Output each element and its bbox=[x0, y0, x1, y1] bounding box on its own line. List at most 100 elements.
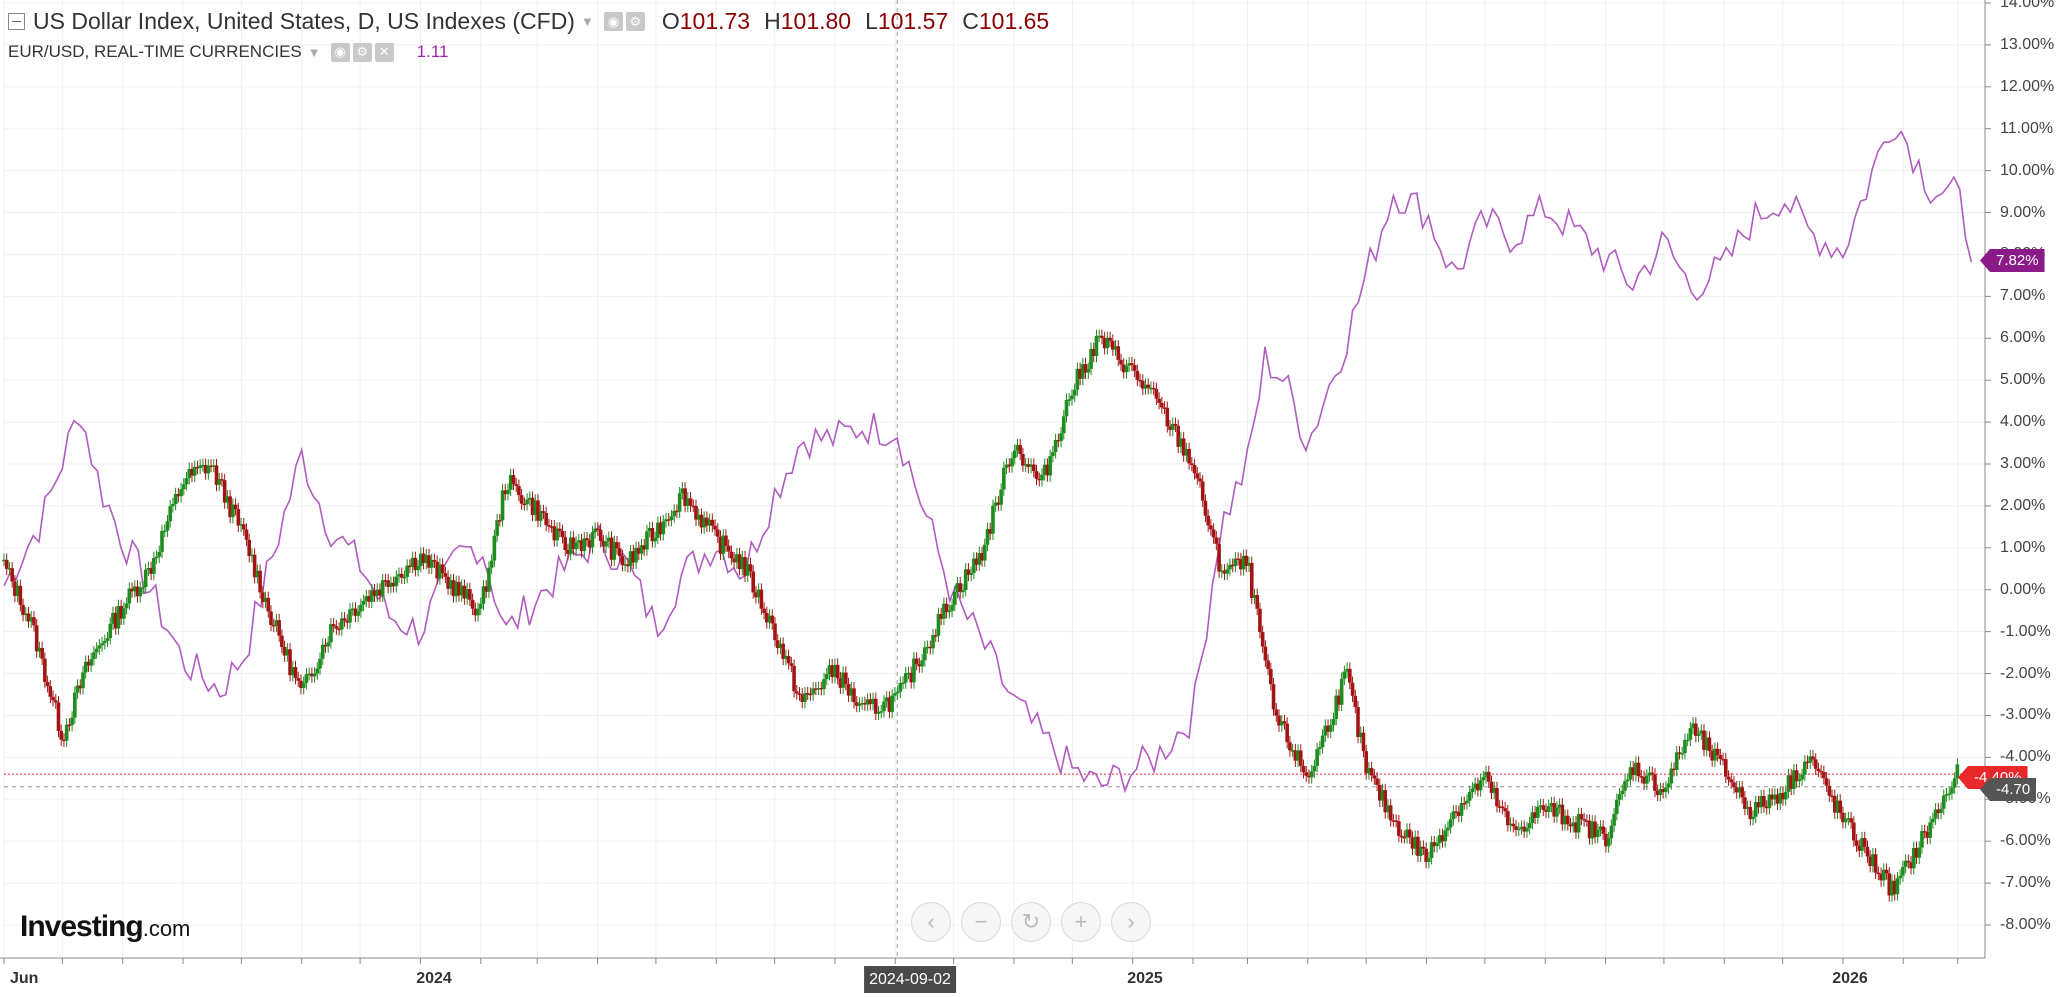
candle-body bbox=[1119, 359, 1123, 365]
chevron-left-icon[interactable]: ‹ bbox=[911, 902, 951, 942]
candle-body bbox=[468, 589, 472, 600]
candle-body bbox=[1925, 832, 1930, 838]
reset-icon[interactable]: ↻ bbox=[1011, 902, 1051, 942]
minus-icon[interactable]: − bbox=[961, 902, 1001, 942]
candle-body bbox=[182, 484, 186, 490]
chevron-down-icon[interactable]: ▼ bbox=[580, 14, 594, 29]
candle-body bbox=[1500, 806, 1505, 809]
candle-body bbox=[1217, 543, 1221, 572]
candle-body bbox=[1298, 750, 1303, 766]
candle-body bbox=[15, 585, 20, 596]
candle-body bbox=[1249, 562, 1254, 598]
candle-body bbox=[1312, 765, 1317, 772]
candle-body bbox=[1707, 737, 1712, 751]
candle-body bbox=[299, 680, 303, 688]
candle-body bbox=[645, 531, 649, 550]
candle-body bbox=[75, 685, 80, 693]
candle-body bbox=[1574, 822, 1578, 833]
candle-body bbox=[45, 681, 50, 687]
candle-body bbox=[40, 647, 44, 659]
candle-body bbox=[1042, 464, 1047, 475]
candle-body bbox=[1154, 388, 1159, 399]
candle-body bbox=[23, 613, 28, 616]
logo-text: Investing bbox=[20, 910, 144, 943]
open-value: 101.73 bbox=[679, 8, 751, 34]
candle-body bbox=[1029, 464, 1033, 467]
candle-body bbox=[372, 590, 377, 596]
candle-body bbox=[1032, 464, 1036, 472]
candle-body bbox=[1555, 807, 1559, 817]
candle-body bbox=[1639, 776, 1644, 778]
candle-body bbox=[111, 612, 115, 624]
candle-body bbox=[1732, 782, 1736, 788]
candle-body bbox=[1402, 836, 1407, 839]
candle-body bbox=[1794, 770, 1799, 782]
candle-body bbox=[448, 580, 453, 589]
candle-body bbox=[83, 661, 88, 673]
y-tick-label: 7.00% bbox=[2000, 287, 2046, 305]
candle-body bbox=[991, 505, 995, 534]
candle-body bbox=[198, 465, 202, 468]
close-label: C bbox=[962, 8, 979, 34]
close-icon[interactable]: ✕ bbox=[374, 42, 394, 62]
collapse-legend-button[interactable] bbox=[8, 13, 25, 30]
candle-body bbox=[222, 480, 227, 503]
candle-body bbox=[116, 606, 121, 629]
candle-body bbox=[713, 525, 717, 530]
candle-body bbox=[1410, 837, 1415, 849]
candle-body bbox=[2, 559, 6, 562]
plus-icon[interactable]: + bbox=[1061, 902, 1101, 942]
high-value: 101.80 bbox=[780, 8, 852, 34]
candle-body bbox=[168, 506, 172, 522]
candle-body bbox=[1497, 806, 1502, 808]
candle-body bbox=[310, 673, 314, 677]
candle-body bbox=[1887, 873, 1892, 896]
candle-body bbox=[1677, 752, 1682, 754]
investing-logo[interactable]: Investing.com bbox=[20, 910, 190, 944]
candle-body bbox=[1451, 811, 1456, 820]
chevron-down-icon[interactable]: ▼ bbox=[307, 44, 321, 60]
candle-body bbox=[928, 646, 933, 649]
candle-body bbox=[1565, 815, 1570, 825]
candle-body bbox=[1546, 806, 1551, 812]
candle-body bbox=[1906, 860, 1911, 863]
candle-body bbox=[871, 698, 875, 704]
candle-body bbox=[113, 612, 118, 629]
candle-body bbox=[1631, 767, 1635, 776]
candle-body bbox=[1091, 349, 1096, 356]
candle-body bbox=[1620, 790, 1625, 795]
candle-body bbox=[923, 647, 927, 661]
chart-markers bbox=[4, 0, 1985, 958]
eye-icon[interactable]: ◉ bbox=[330, 42, 350, 62]
chart-axes bbox=[0, 0, 1991, 964]
candle-body bbox=[1508, 823, 1513, 826]
candle-body bbox=[852, 688, 856, 703]
candle-body bbox=[1448, 819, 1453, 828]
candle-body bbox=[1010, 458, 1014, 467]
candle-body bbox=[642, 545, 647, 550]
candle-body bbox=[1181, 438, 1186, 456]
candle-body bbox=[43, 658, 47, 682]
candle-body bbox=[1100, 335, 1104, 338]
candle-body bbox=[179, 489, 183, 497]
candle-body bbox=[1871, 854, 1875, 867]
y-tick-label: 3.00% bbox=[2000, 455, 2046, 472]
candle-body bbox=[56, 702, 61, 731]
gear-icon[interactable]: ⚙ bbox=[625, 12, 645, 31]
candle-body bbox=[429, 559, 434, 568]
candle-body bbox=[89, 659, 93, 666]
candle-body bbox=[786, 655, 791, 664]
candle-body bbox=[1476, 783, 1480, 791]
candle-body bbox=[1348, 668, 1352, 683]
chevron-right-icon[interactable]: › bbox=[1111, 902, 1151, 942]
gear-icon[interactable]: ⚙ bbox=[352, 42, 372, 62]
candle-body bbox=[130, 588, 134, 592]
candle-body bbox=[59, 730, 64, 740]
candle-body bbox=[773, 623, 777, 641]
eye-icon[interactable]: ◉ bbox=[603, 12, 623, 31]
candle-body bbox=[103, 640, 107, 644]
candle-body bbox=[394, 576, 399, 587]
candle-body bbox=[882, 701, 886, 712]
candle-body bbox=[1952, 778, 1957, 788]
